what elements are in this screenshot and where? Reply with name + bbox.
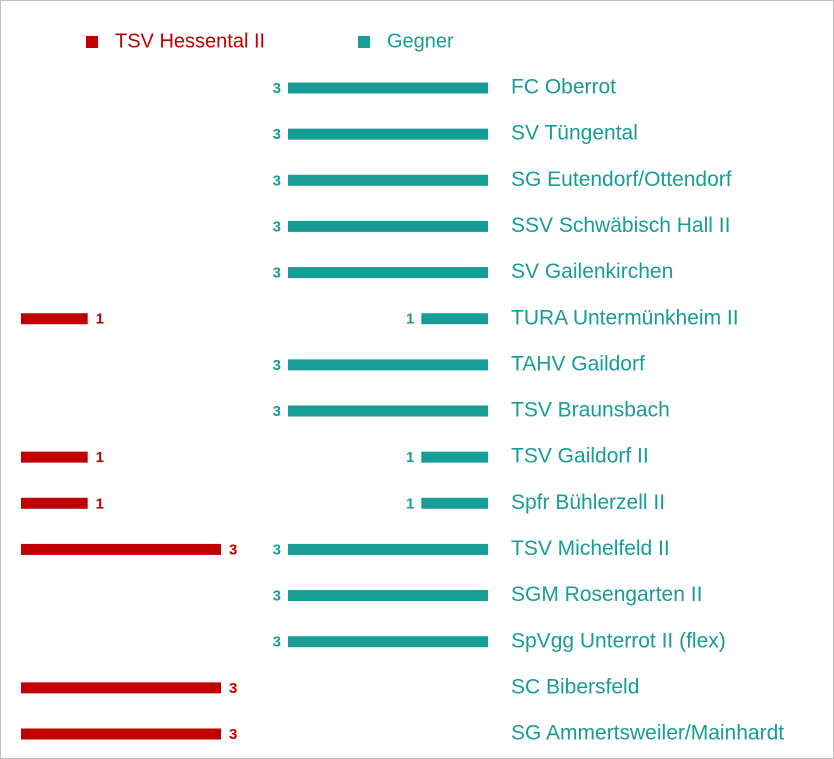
value-label: 3 xyxy=(273,80,281,97)
bar xyxy=(288,636,488,648)
legend-label: Gegner xyxy=(387,30,454,52)
bar xyxy=(21,497,88,509)
legend-swatch xyxy=(86,36,98,48)
value-label: 1 xyxy=(96,495,104,512)
category-label: SG Ammertsweiler/Mainhardt xyxy=(511,722,784,745)
value-label: 3 xyxy=(273,265,281,282)
bar xyxy=(421,451,488,463)
category-label: SG Eutendorf/Ottendorf xyxy=(511,168,732,191)
category-label: TSV Gaildorf II xyxy=(511,445,649,468)
value-label: 3 xyxy=(273,634,281,651)
category-label: FC Oberrot xyxy=(511,76,616,99)
bar xyxy=(288,128,488,140)
category-label: TAHV Gaildorf xyxy=(511,352,645,375)
bar xyxy=(421,497,488,509)
value-label: 3 xyxy=(229,541,237,558)
value-label: 1 xyxy=(406,311,414,328)
bar xyxy=(21,313,88,325)
category-label: TSV Michelfeld II xyxy=(511,537,670,560)
value-label: 3 xyxy=(273,541,281,558)
category-label: TSV Braunsbach xyxy=(511,399,670,422)
bar xyxy=(21,543,221,555)
value-label: 1 xyxy=(406,449,414,466)
legend-swatch xyxy=(358,36,370,48)
bar xyxy=(288,543,488,555)
category-label: SGM Rosengarten II xyxy=(511,583,702,606)
bar xyxy=(288,82,488,94)
legend-label: TSV Hessental II xyxy=(115,30,265,52)
value-label: 3 xyxy=(273,588,281,605)
value-label: 3 xyxy=(273,126,281,143)
category-label: Spfr Bühlerzell II xyxy=(511,491,665,514)
value-label: 1 xyxy=(406,495,414,512)
value-label: 3 xyxy=(273,357,281,374)
bar xyxy=(288,359,488,371)
bar xyxy=(288,405,488,417)
value-label: 3 xyxy=(273,172,281,189)
category-label: SSV Schwäbisch Hall II xyxy=(511,214,730,237)
value-label: 3 xyxy=(229,680,237,697)
category-label: SC Bibersfeld xyxy=(511,675,639,698)
category-label: SV Tüngental xyxy=(511,122,638,145)
bar xyxy=(288,174,488,186)
value-label: 1 xyxy=(96,311,104,328)
bar xyxy=(288,590,488,602)
bar xyxy=(288,267,488,279)
category-label: TURA Untermünkheim II xyxy=(511,306,739,329)
bar xyxy=(21,451,88,463)
value-label: 3 xyxy=(273,403,281,420)
value-label: 1 xyxy=(96,449,104,466)
value-label: 3 xyxy=(229,726,237,743)
category-label: SpVgg Unterrot II (flex) xyxy=(511,629,726,652)
category-label: SV Gailenkirchen xyxy=(511,260,673,283)
bar xyxy=(421,313,488,325)
bar xyxy=(288,220,488,232)
bar xyxy=(21,682,221,694)
bar xyxy=(21,728,221,740)
value-label: 3 xyxy=(273,218,281,235)
